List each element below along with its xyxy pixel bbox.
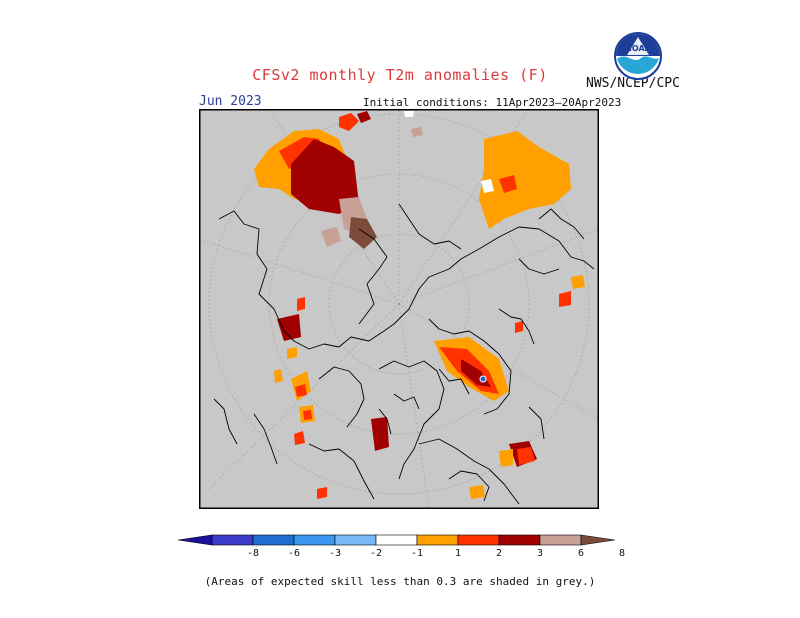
patch-greenland-darkred [371,417,389,451]
legend-label: -3 [329,548,341,559]
patch-far-east-red [303,410,312,420]
anomaly-patches [254,111,585,499]
patch-siberia-red [297,297,305,311]
patch-asia-brown [349,217,377,249]
legend-swatches [177,534,616,546]
patch-small-white [404,111,414,117]
legend-label: 1 [455,548,461,559]
legend-swatch [457,534,500,546]
patch-bering-orange [274,369,283,383]
coastlines [213,203,595,505]
patch-alaska-red [295,384,307,397]
noaa-logo: NOAA [614,32,662,80]
patch-asia-small2 [357,111,371,123]
patch-asia-darkred [291,139,359,214]
legend-arrow-right [580,534,616,546]
legend-label: -6 [288,548,300,559]
legend-swatch [498,534,541,546]
legend-label: -8 [247,548,259,559]
forecast-month: Jun 2023 [199,94,262,109]
legend-label: 8 [619,548,625,559]
patch-europe-white [481,179,494,193]
noaa-logo-text: NOAA [625,44,651,53]
anomaly-map [199,109,599,509]
legend-label: 6 [578,548,584,559]
legend-swatch [334,534,377,546]
patch-greenland-small [515,321,523,333]
map-title: CFSv2 monthly T2m anomalies (F) [252,66,548,84]
patch-siberia-orange [287,347,297,359]
patch-bering-red [294,431,305,445]
marker-dot [479,375,487,383]
skill-footnote: (Areas of expected skill less than 0.3 a… [204,575,596,588]
patch-labrador-small [317,487,327,499]
legend-arrow-left [177,534,213,546]
org-label: NWS/NCEP/CPC [586,76,680,91]
legend-label: 3 [537,548,543,559]
legend-label: -2 [370,548,382,559]
legend-label: -1 [411,548,423,559]
legend-swatch [416,534,459,546]
legend-swatch [375,534,418,546]
legend-swatch [539,534,582,546]
patch-scandi-small2 [559,291,571,307]
patch-scandi-small [571,275,585,289]
legend-labels: -8 -6 -3 -2 -1 1 2 3 6 8 [247,548,625,559]
legend-swatch [211,534,254,546]
patch-gulf-orange [469,485,485,499]
legend-label: 2 [496,548,502,559]
patch-asia-small1 [339,113,359,131]
initial-conditions: Initial conditions: 11Apr2023–20Apr2023 [363,96,622,109]
map-frame [199,109,599,509]
patch-europe-orange [479,131,571,229]
legend-swatch [252,534,295,546]
patch-small-pink [411,127,423,137]
legend-swatch [293,534,336,546]
patch-us-orange [499,449,513,467]
patch-europe-red [499,175,517,193]
color-legend: -8 -6 -3 -2 -1 1 2 3 6 8 [177,534,625,559]
patch-us-red [517,447,535,465]
patch-siberia-darkred [277,314,301,341]
patch-asia-pink2 [321,227,341,247]
